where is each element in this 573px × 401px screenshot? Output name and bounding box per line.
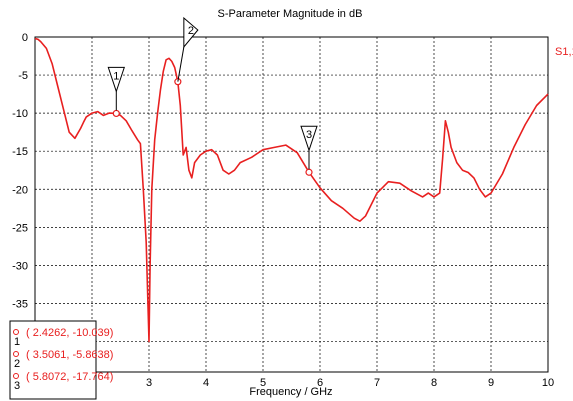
plot-frame [34,36,549,373]
series-line-s11 [34,37,549,343]
markers: 1 2 3 [107,16,318,176]
y-tick-label: -20 [12,184,28,196]
x-tick-label: 4 [203,377,209,389]
series-label: S1,1 [555,46,573,58]
marker-2-flag: 2 [177,16,199,82]
y-tick-label: -5 [18,70,28,82]
marker-1-number: 1 [113,70,119,82]
marker-2-triangle [183,16,199,49]
marker-1-triangle [107,66,125,94]
x-axis-label: Frequency / GHz [249,386,332,398]
x-tick-label: 10 [542,377,554,389]
readout-3-number: 3 [14,380,20,392]
marker-3-flag: 3 [300,125,318,170]
grid [34,36,549,373]
y-tick-label: -25 [12,222,28,234]
x-tick-label: 8 [431,377,437,389]
readout-3-icon [13,373,19,379]
x-tick-label: 7 [374,377,380,389]
x-tick-label: 5 [260,377,266,389]
marker-3-triangle [300,125,318,152]
y-tick-label: -35 [12,298,28,310]
marker-readout-box: 1 ( 2.4262, -10.039) 2 ( 3.5061, -5.8638) 3 (… [9,320,113,400]
readout-1-icon [13,329,19,335]
marker-2-number: 2 [188,25,194,37]
readout-1-number: 1 [14,336,20,348]
marker-1-point [112,109,120,118]
y-tick-label: 0 [22,32,28,44]
marker-1-flag: 1 [107,66,125,111]
x-tick-label: 3 [146,377,152,389]
readout-2-icon [13,351,19,357]
chart-title: S-Parameter Magnitude in dB [218,8,363,20]
y-tick-label: -15 [12,146,28,158]
readout-1-text: ( 2.4262, -10.039) [26,327,113,339]
y-tick-label: -30 [12,260,28,272]
marker-2-stem [177,46,185,82]
marker-3-number: 3 [306,129,312,141]
marker-3-point [305,168,313,176]
readout-2-text: ( 3.5061, -5.8638) [26,349,113,361]
x-tick-label: 9 [488,377,494,389]
readout-2-number: 2 [14,358,20,370]
readout-box-frame [9,320,97,400]
plot-area [34,37,549,343]
x-tick-label: 6 [317,377,323,389]
y-tick-label: -10 [12,108,28,120]
readout-3-text: ( 5.8072, -17.764) [26,371,113,383]
